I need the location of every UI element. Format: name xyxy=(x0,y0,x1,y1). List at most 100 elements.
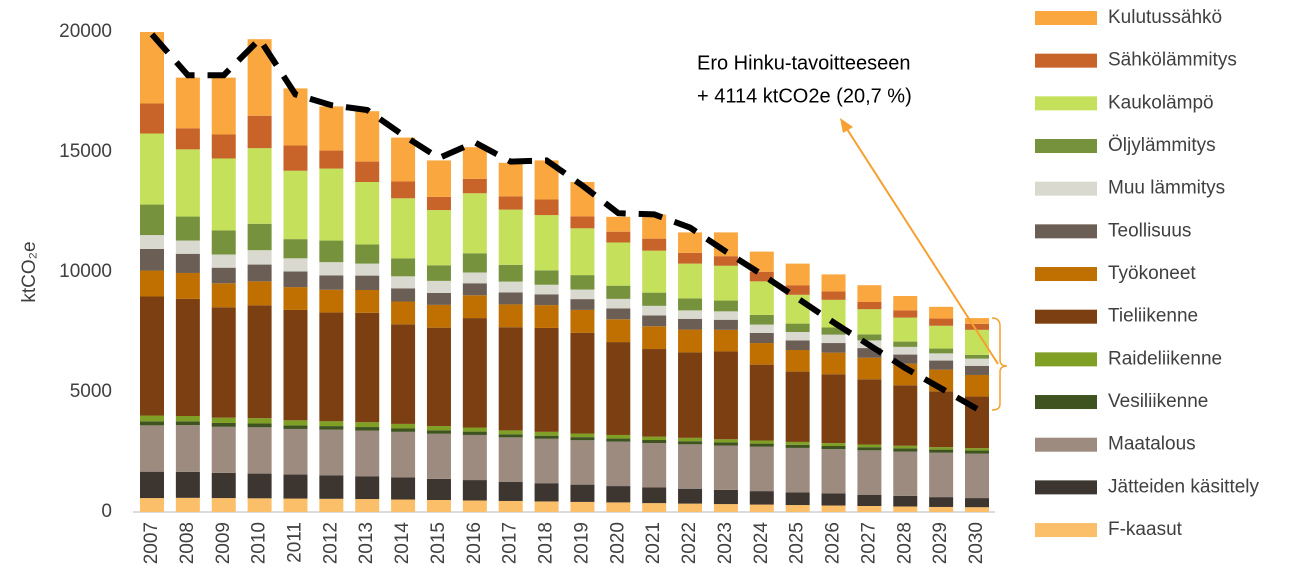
bar-segment xyxy=(211,267,236,284)
legend-swatch xyxy=(1035,309,1097,324)
bar-segment xyxy=(355,244,380,264)
bar-segment xyxy=(211,417,236,423)
bar-segment xyxy=(140,421,164,426)
bar-segment xyxy=(391,137,416,182)
bar-segment xyxy=(570,332,595,434)
bar-segment xyxy=(713,439,738,443)
bar-segment xyxy=(391,181,416,199)
bar-segment xyxy=(426,292,451,305)
bar-segment xyxy=(534,294,559,306)
bar-segment xyxy=(642,214,667,239)
x-tick-label: 2022 xyxy=(679,522,700,564)
bar-segment xyxy=(606,486,631,503)
bar-segment xyxy=(462,147,487,179)
bar-segment xyxy=(678,252,703,264)
bar-segment xyxy=(319,475,344,499)
bar-segment xyxy=(821,291,846,300)
x-tick-label: 2015 xyxy=(428,522,449,564)
x-tick-label: 2014 xyxy=(392,522,413,565)
bar-segment xyxy=(534,270,559,285)
bar-segment xyxy=(857,506,882,512)
x-tick-label: 2025 xyxy=(787,522,808,564)
bar-segment xyxy=(462,193,487,254)
bar-segment xyxy=(929,391,954,448)
bar-segment xyxy=(929,447,954,450)
bar-segment xyxy=(713,504,738,512)
bar-segment xyxy=(355,427,380,431)
bar-segment xyxy=(857,334,882,341)
bar-segment xyxy=(247,39,272,116)
arrow xyxy=(844,125,999,365)
bar-segment xyxy=(391,477,416,500)
bar-segment xyxy=(283,239,308,259)
bar-segment xyxy=(678,444,703,489)
bar-segment xyxy=(211,254,236,268)
bar-segment xyxy=(498,281,523,293)
bar-segment xyxy=(678,263,703,299)
bar-segment xyxy=(929,318,954,326)
bar-segment xyxy=(642,436,667,440)
bar-segment xyxy=(929,325,954,349)
bar-segment xyxy=(642,443,667,488)
legend-label: Raideliikenne xyxy=(1108,348,1222,369)
x-tick-label: 2018 xyxy=(536,522,557,564)
bar-segment xyxy=(678,437,703,442)
bar-segment xyxy=(749,504,774,512)
bar-segment xyxy=(857,447,882,451)
bar-segment xyxy=(534,435,559,439)
bar-segment xyxy=(355,111,380,162)
bar-segment xyxy=(893,317,918,342)
bar-segment xyxy=(857,348,882,358)
bar-segment xyxy=(355,476,380,500)
bar-segment xyxy=(534,438,559,484)
bar-segment xyxy=(857,444,882,448)
bar-segment xyxy=(893,346,918,355)
bar-segment xyxy=(749,324,774,333)
bar-segment xyxy=(821,374,846,444)
bar-segment xyxy=(821,274,846,292)
x-tick-label: 2028 xyxy=(894,522,915,564)
x-tick-label: 2027 xyxy=(858,522,879,564)
target-line xyxy=(149,32,979,412)
bar-segment xyxy=(391,428,416,432)
bracket xyxy=(991,317,1008,411)
bar-segment xyxy=(247,418,272,424)
bar-segment xyxy=(283,287,308,310)
bar-segment xyxy=(498,264,523,282)
bar-segment xyxy=(283,420,308,426)
bars xyxy=(140,32,990,512)
bar-segment xyxy=(713,265,738,301)
bar-segment xyxy=(462,253,487,273)
bar-segment xyxy=(606,242,631,286)
bar-segment xyxy=(534,431,559,436)
bar-segment xyxy=(319,275,344,290)
bar-segment xyxy=(355,263,380,276)
bar-segment xyxy=(642,326,667,350)
bar-segment xyxy=(857,357,882,380)
bar-segment xyxy=(211,472,236,499)
bar-segment xyxy=(462,295,487,319)
bar-segment xyxy=(893,495,918,507)
bar-segment xyxy=(749,314,774,325)
bar-segment xyxy=(821,352,846,375)
bar-segment xyxy=(319,429,344,476)
bar-segment xyxy=(642,440,667,444)
bar-segment xyxy=(642,292,667,306)
legend-swatch xyxy=(1035,437,1097,452)
bar-segment xyxy=(211,426,236,473)
bar-segment xyxy=(426,426,451,431)
bar-segment xyxy=(606,231,631,243)
bar-segment xyxy=(283,271,308,288)
legend-swatch xyxy=(1035,224,1097,239)
bar-segment xyxy=(713,300,738,312)
bar-segment xyxy=(929,506,954,512)
bar-segment xyxy=(283,474,308,499)
bar-segment xyxy=(785,441,810,445)
bar-segment xyxy=(426,500,451,512)
bar-segment xyxy=(498,209,523,265)
bar-segment xyxy=(462,272,487,284)
bar-segment xyxy=(749,271,774,282)
x-tick-label: 2010 xyxy=(249,522,270,564)
bar-segment xyxy=(498,292,523,305)
x-tick-label: 2021 xyxy=(643,522,664,564)
